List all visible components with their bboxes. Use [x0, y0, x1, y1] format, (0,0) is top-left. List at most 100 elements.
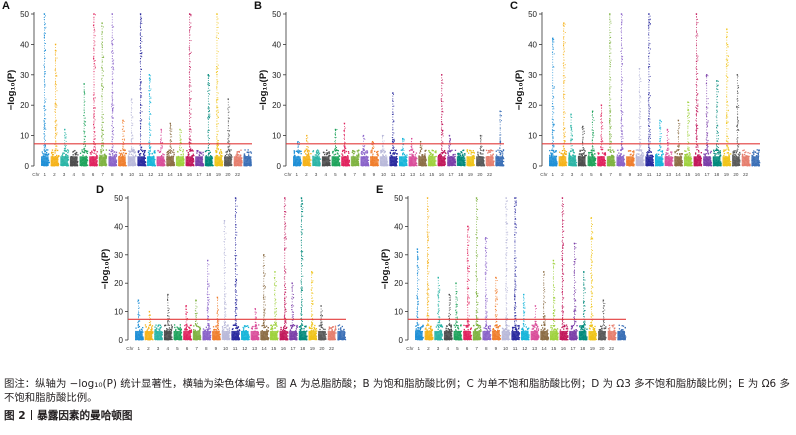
snp-point	[124, 138, 125, 140]
snp-point	[141, 104, 143, 106]
snp-point	[208, 107, 210, 109]
snp-point	[334, 153, 337, 155]
snp-point	[111, 103, 113, 105]
snp-point	[189, 150, 191, 152]
snp-point	[55, 50, 57, 52]
snp-point	[383, 152, 385, 154]
snp-point	[235, 154, 237, 156]
peak-point	[362, 134, 365, 137]
snp-point	[367, 159, 370, 161]
snp-point	[140, 152, 142, 155]
snp-point	[553, 53, 555, 55]
snp-point	[593, 150, 595, 151]
snp-point	[102, 142, 104, 144]
snp-point	[435, 160, 437, 162]
snp-point	[344, 145, 346, 147]
snp-point	[457, 152, 459, 155]
snp-point	[442, 133, 444, 135]
snp-point	[448, 144, 450, 146]
snp-point	[132, 102, 133, 104]
snp-point	[562, 63, 564, 64]
snp-point	[43, 64, 45, 66]
snp-point	[96, 157, 98, 160]
snp-point	[325, 152, 327, 154]
chromosome-points	[437, 74, 447, 167]
snp-point	[172, 149, 175, 151]
snp-point	[169, 150, 171, 151]
snp-point	[592, 130, 594, 132]
snp-point	[219, 154, 222, 156]
snp-point	[149, 102, 151, 103]
snp-point	[112, 145, 114, 147]
snp-point	[298, 150, 300, 152]
snp-point	[44, 23, 46, 25]
snp-point	[552, 137, 554, 139]
snp-point	[44, 28, 46, 30]
snp-point	[347, 151, 350, 153]
x-tick-label: 5	[334, 172, 337, 177]
snp-point	[217, 92, 219, 94]
snp-point	[362, 145, 364, 147]
snp-point	[419, 145, 421, 146]
snp-point	[482, 149, 485, 152]
snp-point	[324, 153, 326, 156]
snp-point	[454, 162, 457, 164]
snp-point	[56, 105, 58, 107]
snp-point	[140, 127, 142, 129]
snp-point-band	[370, 156, 378, 166]
snp-point	[328, 152, 331, 154]
snp-point	[190, 147, 192, 149]
snp-point	[372, 153, 374, 155]
snp-point	[209, 89, 211, 91]
snp-point	[250, 163, 252, 165]
snp-point	[123, 130, 125, 132]
snp-point	[121, 139, 123, 141]
peak-point	[160, 128, 162, 131]
snp-point	[556, 161, 558, 163]
snp-point	[227, 121, 229, 122]
snp-point	[95, 107, 96, 109]
snp-point	[149, 128, 151, 130]
snp-point	[44, 83, 46, 85]
peak-point	[139, 13, 142, 15]
peak-point	[64, 128, 66, 131]
snp-point	[563, 149, 565, 151]
snp-point	[153, 151, 155, 153]
snp-point	[189, 128, 191, 130]
x-tick-label: 7	[101, 172, 104, 177]
snp-point	[552, 122, 554, 124]
snp-point	[144, 164, 147, 167]
snp-point-band	[408, 156, 417, 166]
snp-point-band	[331, 156, 340, 166]
snp-point	[462, 149, 464, 152]
snp-point	[190, 139, 192, 141]
snp-point	[84, 124, 86, 126]
snp-point	[487, 149, 490, 152]
snp-point	[468, 149, 471, 152]
snp-point	[473, 164, 476, 166]
peak-point	[582, 125, 584, 128]
snp-point	[570, 125, 571, 127]
snp-point	[237, 150, 239, 153]
snp-point	[217, 115, 219, 117]
snp-point	[113, 107, 115, 109]
snp-point	[565, 151, 567, 153]
snp-point	[92, 148, 94, 150]
snp-point	[499, 114, 501, 116]
snp-point	[190, 108, 192, 110]
snp-point	[394, 150, 397, 152]
snp-point-band	[50, 156, 59, 166]
snp-point	[215, 100, 217, 102]
snp-point	[41, 151, 43, 153]
snp-point	[45, 153, 47, 155]
snp-point	[43, 137, 45, 139]
snp-point	[189, 149, 191, 150]
snp-point	[445, 152, 447, 155]
snp-point	[406, 154, 408, 156]
snp-point	[141, 52, 143, 53]
snp-point	[149, 144, 151, 146]
snp-point	[240, 154, 242, 156]
snp-point	[81, 149, 83, 151]
snp-point	[594, 153, 596, 155]
snp-point	[380, 149, 383, 152]
